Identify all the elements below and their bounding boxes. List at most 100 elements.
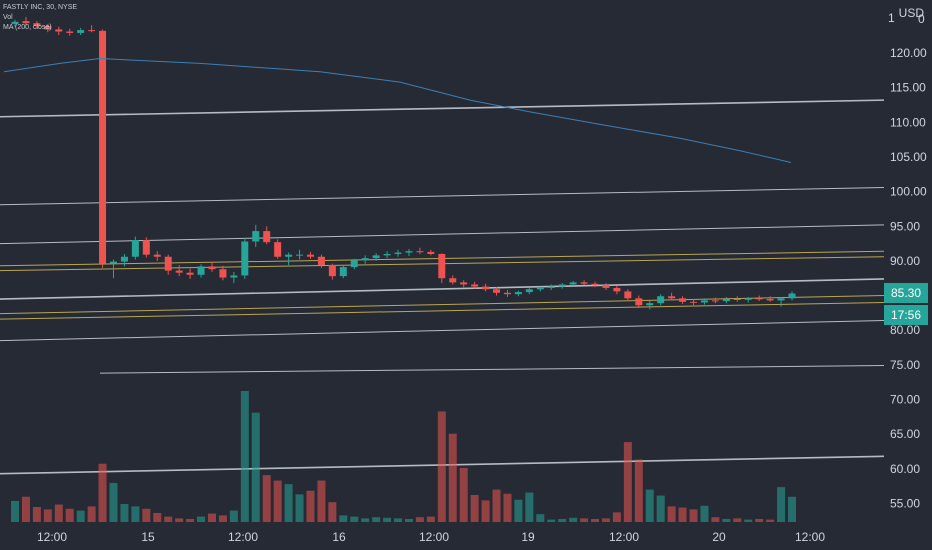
candle-body bbox=[711, 300, 719, 302]
candle-body bbox=[328, 265, 336, 277]
candle-body bbox=[733, 299, 741, 301]
candle-body bbox=[580, 282, 588, 284]
volume-bar bbox=[394, 518, 403, 522]
volume-legend: Vol bbox=[3, 14, 13, 21]
volume-bar bbox=[76, 510, 85, 522]
volume-bar bbox=[295, 494, 304, 522]
volume-bar bbox=[503, 493, 512, 522]
candle-body bbox=[438, 253, 446, 279]
volume-bar bbox=[580, 518, 589, 522]
time-tick-label: 12:00 bbox=[37, 530, 67, 544]
candle-body bbox=[744, 298, 752, 300]
candle-body bbox=[274, 242, 282, 257]
price-tick-label: 75.00 bbox=[890, 358, 920, 372]
price-tick-label: 65.00 bbox=[890, 427, 920, 441]
candle-body bbox=[613, 287, 621, 292]
candle-body bbox=[109, 261, 117, 264]
candle-body bbox=[547, 286, 555, 288]
candle-body bbox=[493, 289, 501, 293]
candle-body bbox=[197, 266, 205, 275]
volume-bar bbox=[186, 518, 195, 522]
candle-body bbox=[55, 29, 63, 32]
candle-body bbox=[186, 272, 194, 275]
candle-body bbox=[679, 298, 687, 302]
price-tick-label: 70.00 bbox=[890, 393, 920, 407]
candle-body bbox=[788, 293, 796, 299]
volume-bar bbox=[11, 500, 19, 522]
candle-body bbox=[175, 270, 183, 273]
volume-bar bbox=[120, 503, 129, 522]
volume-bar bbox=[547, 519, 556, 522]
candle-body bbox=[668, 296, 676, 299]
volume-bar bbox=[197, 516, 206, 522]
volume-bar bbox=[470, 494, 479, 522]
volume-bar bbox=[700, 505, 709, 522]
candle-body bbox=[591, 283, 599, 286]
candle-body bbox=[88, 30, 96, 32]
volume-bar bbox=[109, 482, 118, 522]
candle-body bbox=[690, 301, 698, 303]
level-line bbox=[0, 99, 885, 118]
candle-body bbox=[361, 258, 369, 261]
volume-bar bbox=[251, 412, 260, 522]
candle-body bbox=[44, 25, 52, 30]
candle-body bbox=[317, 256, 325, 266]
time-tick-label: 20 bbox=[712, 530, 726, 544]
price-tick-label: 0 bbox=[918, 12, 925, 26]
volume-bar bbox=[711, 517, 720, 522]
candle-body bbox=[624, 291, 632, 299]
volume-bar bbox=[777, 487, 786, 522]
volume-bar bbox=[569, 517, 578, 522]
time-tick-label: 12:00 bbox=[228, 530, 258, 544]
price-axis[interactable]: 120.00 115.00 110.00 105.00 100.00 95.00 90.00… bbox=[888, 11, 927, 510]
volume-bar bbox=[525, 492, 534, 522]
candle-body bbox=[558, 284, 566, 287]
volume-bar bbox=[383, 517, 392, 522]
volume-bar bbox=[426, 516, 435, 522]
candle-body bbox=[646, 303, 654, 306]
candle-body bbox=[66, 31, 74, 33]
candle-body bbox=[383, 253, 391, 256]
last-price-tag: 85.30 bbox=[884, 283, 928, 303]
price-tick-label: 60.00 bbox=[890, 462, 920, 476]
candle-body bbox=[285, 254, 293, 257]
volume-bar bbox=[372, 517, 381, 522]
volume-bar bbox=[87, 506, 96, 522]
volume-bar bbox=[43, 509, 52, 522]
price-tick-label: 1 bbox=[888, 11, 895, 25]
volume-bar bbox=[733, 518, 742, 522]
candle-body bbox=[460, 282, 468, 285]
volume-bar bbox=[32, 506, 41, 522]
volume-bar bbox=[142, 508, 151, 522]
candle-body bbox=[503, 292, 511, 295]
candle-body bbox=[405, 251, 413, 253]
candle-body bbox=[514, 292, 522, 295]
candle-body bbox=[33, 23, 41, 26]
candle-body bbox=[449, 278, 457, 283]
candle-body bbox=[153, 254, 161, 257]
volume-bar bbox=[667, 506, 676, 522]
volume-bar bbox=[514, 499, 523, 522]
time-axis[interactable]: 12:00 15 12:00 16 12:00 19 12:00 20 12:00 bbox=[37, 530, 825, 544]
price-tick-label: 95.00 bbox=[890, 219, 920, 233]
candle-body bbox=[164, 256, 172, 271]
volume-bar bbox=[678, 507, 687, 522]
level-line bbox=[0, 278, 885, 300]
candle-body bbox=[131, 240, 139, 257]
candle-body bbox=[22, 21, 30, 24]
volume-bar bbox=[744, 519, 753, 522]
volume-bar bbox=[492, 489, 501, 522]
level-line bbox=[0, 319, 885, 342]
candle-body bbox=[339, 267, 347, 277]
volume-bar bbox=[634, 459, 643, 522]
level-line bbox=[99, 365, 885, 374]
candle-body bbox=[219, 269, 227, 278]
level-line bbox=[0, 295, 885, 315]
chart-legend: FASTLY INC, 30, NYSE Vol MA (200, close) bbox=[3, 3, 77, 33]
time-tick-label: 16 bbox=[332, 530, 346, 544]
time-tick-label: 12:00 bbox=[609, 530, 639, 544]
candle-body bbox=[427, 251, 435, 254]
volume-bar bbox=[404, 518, 413, 522]
candle-body bbox=[657, 296, 665, 304]
